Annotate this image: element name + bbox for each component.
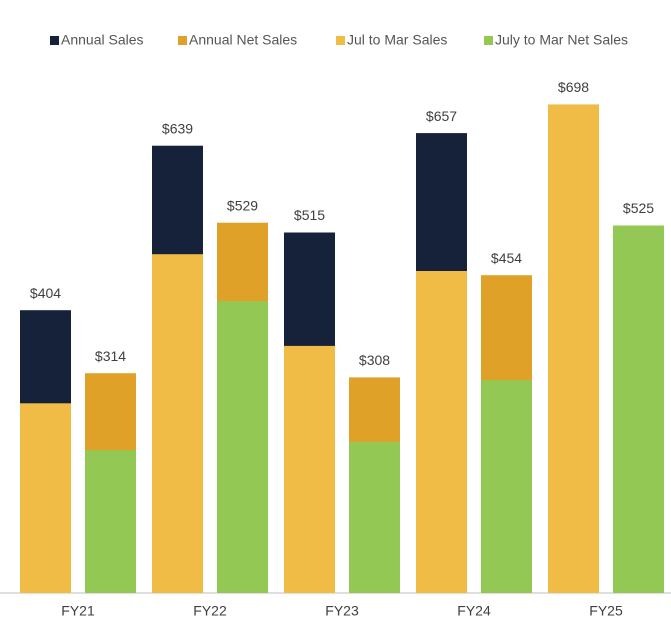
legend-swatch: [50, 36, 59, 45]
data-label: $525: [623, 200, 654, 216]
bar: [548, 104, 599, 594]
data-label: $639: [162, 120, 193, 136]
x-tick-label: FY23: [325, 603, 359, 619]
legend-label: Jul to Mar Sales: [347, 32, 447, 48]
data-label: $529: [227, 197, 258, 213]
legend-label: Annual Net Sales: [189, 32, 297, 48]
x-tick-label: FY21: [61, 603, 95, 619]
bar: [481, 380, 532, 593]
data-label: $454: [491, 250, 522, 266]
data-label: $308: [359, 352, 390, 368]
x-tick-label: FY24: [457, 603, 491, 619]
bar: [152, 254, 203, 593]
legend-swatch: [484, 36, 493, 45]
bar: [20, 403, 71, 593]
x-tick-label: FY25: [589, 603, 623, 619]
bar: [85, 450, 136, 593]
data-label: $404: [30, 285, 61, 301]
bar: [217, 301, 268, 593]
data-label: $657: [426, 108, 457, 124]
bar: [613, 225, 664, 593]
data-label: $314: [95, 348, 126, 364]
bar: [284, 345, 335, 593]
legend-label: July to Mar Net Sales: [495, 32, 628, 48]
data-label: $698: [558, 79, 589, 95]
bar: [349, 441, 400, 593]
legend-label: Annual Sales: [61, 32, 144, 48]
legend-swatch: [336, 36, 345, 45]
legend-swatch: [178, 36, 187, 45]
bar: [416, 271, 467, 593]
x-tick-label: FY22: [193, 603, 227, 619]
data-label: $515: [294, 207, 325, 223]
